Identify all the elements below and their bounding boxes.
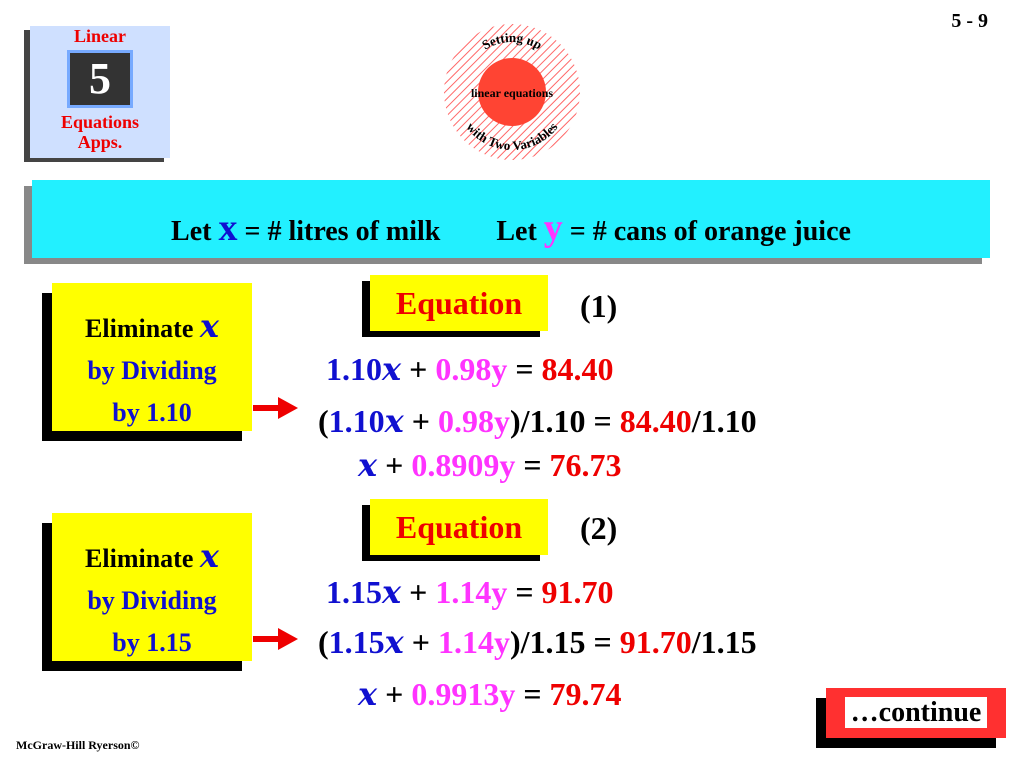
- variable: x: [199, 537, 219, 575]
- term: 0.98y: [435, 351, 508, 387]
- op: +: [385, 676, 404, 712]
- text: by 1.15: [112, 628, 192, 657]
- constant: 84.40: [619, 403, 692, 439]
- op: )/1.10 =: [509, 403, 612, 439]
- badge: Setting up linear equations with Two Var…: [444, 24, 580, 160]
- term: 0.98y: [437, 403, 510, 439]
- variable: x: [382, 573, 402, 611]
- arrow: [253, 397, 298, 419]
- op: /1.10: [691, 403, 757, 439]
- text: = # cans of orange juice: [569, 216, 851, 247]
- op: )/1.15 =: [509, 624, 612, 660]
- constant: 76.73: [549, 447, 622, 483]
- logo-number: 5: [67, 50, 133, 108]
- variable: x: [199, 307, 219, 345]
- op: +: [409, 351, 428, 387]
- op: (: [318, 403, 329, 439]
- variable: x: [358, 675, 378, 713]
- footer: McGraw-Hill Ryerson©: [16, 738, 140, 752]
- equation-line: x + 0.8909y = 76.73: [358, 446, 622, 484]
- variable: y: [543, 207, 563, 249]
- text: Eliminate: [85, 544, 194, 573]
- banner: Let x = # litres of milk Let y = # cans …: [32, 180, 990, 258]
- term: 1.14y: [437, 624, 510, 660]
- continue-label[interactable]: …continue: [844, 697, 988, 728]
- coef: 1.10: [326, 351, 382, 387]
- op: +: [411, 624, 430, 660]
- equation-line: 1.15x + 1.14y = 91.70: [326, 573, 614, 611]
- op: =: [523, 676, 542, 712]
- equation-line: (1.10x + 0.98y)/1.10 = 84.40/1.10: [318, 402, 757, 440]
- constant: 91.70: [619, 624, 692, 660]
- equation-number: (1): [580, 288, 618, 324]
- op: =: [515, 351, 534, 387]
- badge-core: [478, 58, 546, 126]
- variable: x: [358, 446, 378, 484]
- constant: 79.74: [549, 676, 622, 712]
- equation-line: (1.15x + 1.14y)/1.15 = 91.70/1.15: [318, 623, 757, 661]
- coef: 1.15: [326, 574, 382, 610]
- logo-top: Linear: [74, 26, 126, 46]
- badge-middle: linear equations: [471, 86, 553, 100]
- page-number: 5 - 9: [951, 10, 988, 32]
- arrow: [253, 628, 298, 650]
- equation-number: (2): [580, 510, 618, 546]
- op: =: [523, 447, 542, 483]
- op: (: [318, 624, 329, 660]
- equation-label: Equation: [370, 499, 548, 555]
- text: Let: [496, 216, 537, 247]
- logo-bottom: Apps.: [77, 132, 123, 152]
- constant: 84.40: [541, 351, 614, 387]
- continue-button[interactable]: …continue: [826, 688, 1006, 738]
- op: =: [515, 574, 534, 610]
- term: 1.14y: [435, 574, 508, 610]
- logo: Linear 5 Equations Apps.: [30, 26, 170, 158]
- text: Eliminate: [85, 314, 194, 343]
- variable: x: [218, 207, 238, 249]
- term: 0.8909y: [411, 447, 516, 483]
- op: /1.15: [691, 624, 757, 660]
- text: = # litres of milk: [244, 216, 441, 247]
- constant: 91.70: [541, 574, 614, 610]
- equation-line: x + 0.9913y = 79.74: [358, 675, 622, 713]
- note: Eliminate x by Dividing by 1.15: [52, 513, 252, 661]
- text: Let: [171, 216, 212, 247]
- coef: 1.10: [328, 403, 385, 439]
- variable: x: [384, 623, 404, 661]
- op: +: [409, 574, 428, 610]
- text: by Dividing: [87, 586, 217, 615]
- note: Eliminate x by Dividing by 1.10: [52, 283, 252, 431]
- coef: 1.15: [328, 624, 385, 660]
- text: by 1.10: [112, 398, 192, 427]
- op: +: [385, 447, 404, 483]
- variable: x: [384, 402, 404, 440]
- text: by Dividing: [87, 356, 217, 385]
- op: +: [411, 403, 430, 439]
- equation-label: Equation: [370, 275, 548, 331]
- logo-bottom: Equations: [60, 112, 140, 132]
- term: 0.9913y: [411, 676, 516, 712]
- equation-line: 1.10x + 0.98y = 84.40: [326, 350, 614, 388]
- variable: x: [382, 350, 402, 388]
